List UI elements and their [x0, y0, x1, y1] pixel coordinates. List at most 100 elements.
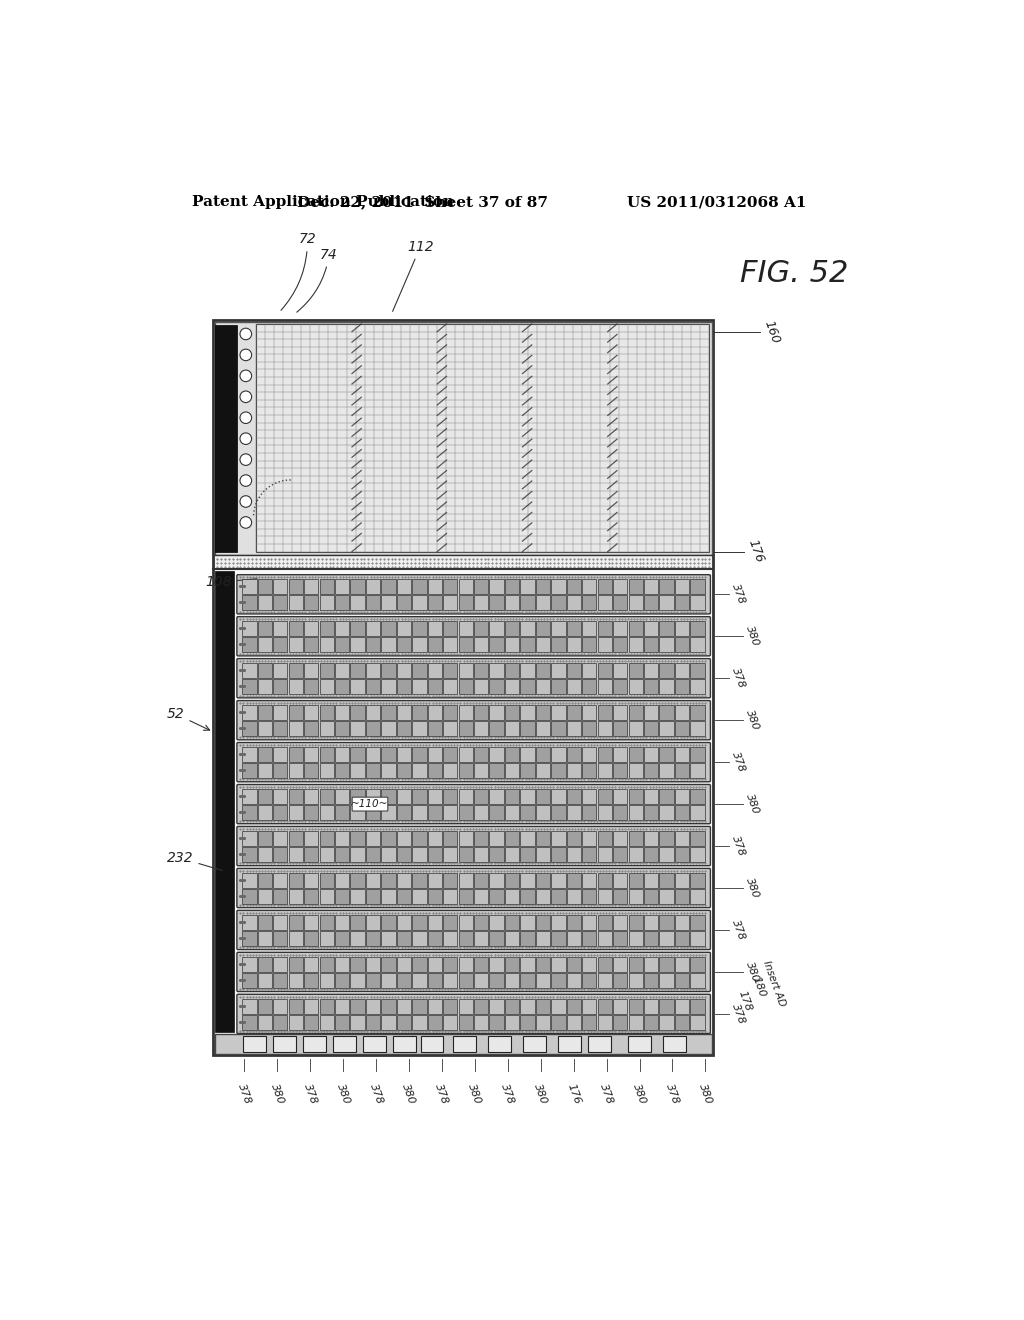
Bar	[273, 747, 288, 762]
Text: Dec. 22, 2011  Sheet 37 of 87: Dec. 22, 2011 Sheet 37 of 87	[297, 195, 548, 209]
Bar	[489, 705, 504, 719]
Bar	[629, 595, 643, 610]
Bar	[350, 847, 365, 862]
Bar	[381, 638, 395, 652]
Bar	[659, 595, 674, 610]
Bar	[304, 763, 318, 777]
Bar	[629, 638, 643, 652]
Text: 378: 378	[730, 582, 746, 606]
Bar	[583, 721, 596, 737]
Bar	[273, 705, 288, 719]
Bar	[350, 973, 365, 987]
Bar	[304, 931, 318, 945]
Bar	[258, 847, 272, 862]
Bar	[644, 595, 658, 610]
Bar	[428, 579, 442, 594]
Bar	[520, 705, 535, 719]
Bar	[304, 789, 318, 804]
Bar	[243, 830, 257, 846]
Bar	[258, 595, 272, 610]
Bar	[690, 789, 705, 804]
Text: 380: 380	[631, 1082, 648, 1106]
Bar	[335, 998, 349, 1014]
Bar	[583, 957, 596, 972]
Bar	[443, 789, 458, 804]
Bar	[629, 973, 643, 987]
Bar	[690, 830, 705, 846]
Bar	[520, 595, 535, 610]
Bar	[289, 747, 303, 762]
Bar	[289, 663, 303, 678]
Bar	[613, 763, 628, 777]
Bar	[613, 678, 628, 694]
Circle shape	[240, 329, 252, 339]
Bar	[520, 998, 535, 1014]
Bar	[459, 805, 473, 820]
Bar	[489, 763, 504, 777]
Bar	[381, 973, 395, 987]
Bar	[335, 789, 349, 804]
Bar	[396, 931, 411, 945]
Bar	[319, 789, 334, 804]
Bar	[474, 763, 488, 777]
Bar	[289, 847, 303, 862]
Bar	[613, 620, 628, 636]
Bar	[644, 579, 658, 594]
Bar	[520, 620, 535, 636]
Bar	[243, 789, 257, 804]
Bar	[523, 1036, 546, 1052]
Bar	[659, 888, 674, 904]
Bar	[443, 888, 458, 904]
Bar	[413, 595, 427, 610]
Bar	[396, 847, 411, 862]
Bar	[289, 973, 303, 987]
Bar	[273, 763, 288, 777]
Bar	[289, 915, 303, 929]
Bar	[443, 579, 458, 594]
Bar	[443, 638, 458, 652]
Bar	[505, 663, 519, 678]
Bar	[489, 595, 504, 610]
Bar	[366, 931, 380, 945]
Text: 378: 378	[730, 750, 746, 774]
Bar	[598, 998, 612, 1014]
Bar	[583, 663, 596, 678]
Bar	[350, 620, 365, 636]
Bar	[629, 873, 643, 887]
Bar	[489, 663, 504, 678]
Bar	[258, 789, 272, 804]
Bar	[381, 957, 395, 972]
Bar	[613, 638, 628, 652]
Bar	[629, 620, 643, 636]
Bar	[551, 595, 565, 610]
Bar	[273, 579, 288, 594]
Bar	[690, 638, 705, 652]
Bar	[335, 620, 349, 636]
Bar	[659, 957, 674, 972]
Bar	[566, 805, 581, 820]
Bar	[366, 888, 380, 904]
Bar	[335, 663, 349, 678]
Bar	[243, 595, 257, 610]
Bar	[396, 873, 411, 887]
Bar	[350, 747, 365, 762]
FancyBboxPatch shape	[237, 784, 711, 824]
Bar	[659, 678, 674, 694]
Bar	[459, 789, 473, 804]
Bar	[350, 998, 365, 1014]
Bar	[536, 595, 550, 610]
Bar	[675, 789, 689, 804]
Bar	[421, 1036, 443, 1052]
Bar	[350, 789, 365, 804]
Bar	[443, 663, 458, 678]
Text: 380: 380	[744, 624, 761, 648]
FancyBboxPatch shape	[237, 659, 711, 698]
Bar	[536, 931, 550, 945]
Bar	[350, 705, 365, 719]
Bar	[443, 847, 458, 862]
Bar	[505, 789, 519, 804]
Bar	[304, 847, 318, 862]
Bar	[289, 678, 303, 694]
Bar	[474, 915, 488, 929]
Bar	[459, 888, 473, 904]
